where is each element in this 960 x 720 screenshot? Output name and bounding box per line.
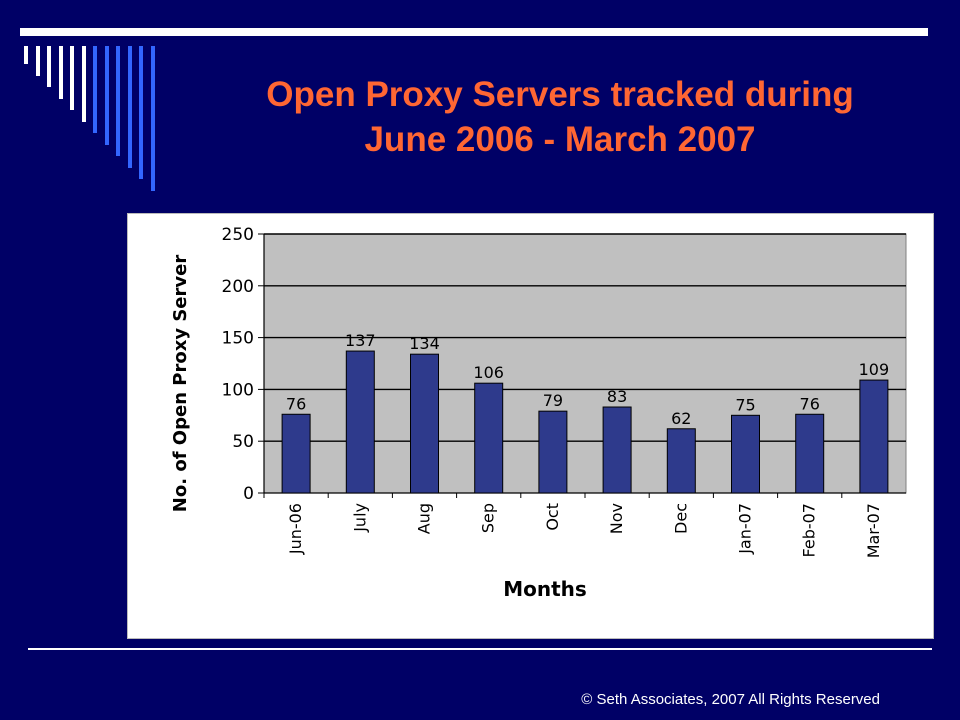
x-axis-title: Months: [503, 577, 587, 601]
bottom-rule: [28, 648, 932, 650]
decorative-stripes: [0, 0, 200, 200]
top-rule: [20, 28, 928, 36]
slide-title-line-1: Open Proxy Servers tracked during: [266, 75, 854, 114]
x-tick-label: Jun-06: [286, 503, 305, 555]
data-label: 109: [859, 360, 890, 379]
y-tick-label: 250: [222, 225, 254, 245]
y-tick-label: 150: [222, 329, 254, 349]
x-tick-label: Aug: [415, 503, 434, 534]
bar: [474, 382, 504, 494]
y-tick-label: 100: [222, 380, 254, 400]
decorative-stripe: [24, 46, 28, 64]
slide-title: Open Proxy Servers tracked during June 2…: [160, 72, 960, 162]
y-axis-title: No. of Open Proxy Server: [170, 255, 191, 513]
data-label: 75: [735, 395, 755, 414]
decorative-stripe: [150, 46, 155, 191]
data-label: 134: [409, 334, 440, 353]
x-tick-label: Feb-07: [800, 503, 819, 557]
bar: [731, 414, 760, 494]
data-label: 62: [671, 409, 691, 428]
x-tick-label: July: [350, 503, 369, 533]
bar: [602, 406, 632, 494]
data-label: 137: [345, 331, 376, 350]
bar: [666, 428, 696, 494]
bar: [859, 379, 889, 494]
copyright-footer: © Seth Associates, 2007 All Rights Reser…: [581, 691, 880, 708]
x-tick-label: Sep: [479, 503, 498, 533]
decorative-stripe: [81, 46, 86, 122]
x-tick-label: Mar-07: [864, 503, 883, 558]
x-tick-label: Nov: [607, 503, 626, 534]
bar-chart: 0 50 100 150 200 250 76 Jun-06 137 July 134 Aug 106 S…: [170, 225, 907, 601]
y-tick-label: 50: [232, 432, 254, 452]
decorative-stripe: [104, 46, 109, 145]
chart-frame: 0 50 100 150 200 250 76 Jun-06 137 July 134 Aug 106 S…: [127, 213, 934, 639]
bar: [345, 350, 375, 494]
decorative-stripe: [58, 46, 63, 99]
data-label: 79: [543, 391, 563, 410]
decorative-stripe: [139, 46, 143, 179]
bar: [538, 410, 568, 494]
bar: [281, 413, 311, 494]
data-label: 83: [607, 387, 627, 406]
decorative-stripe: [47, 46, 51, 87]
x-tick-label: Dec: [671, 503, 690, 534]
y-tick-label: 200: [222, 277, 254, 297]
data-label: 106: [473, 363, 504, 382]
bar: [795, 413, 825, 494]
bar: [410, 353, 439, 494]
decorative-stripe: [116, 46, 120, 156]
decorative-stripe: [70, 46, 74, 110]
x-tick-label: Oct: [543, 503, 562, 531]
decorative-stripe: [93, 46, 97, 133]
y-tick-label: 0: [243, 484, 254, 504]
decorative-stripe: [127, 46, 132, 168]
x-tick-label: Jan-07: [736, 503, 755, 555]
slide-title-line-2: June 2006 - March 2007: [364, 120, 756, 159]
decorative-stripe: [35, 46, 40, 76]
data-label: 76: [286, 394, 306, 413]
data-label: 76: [800, 394, 820, 413]
